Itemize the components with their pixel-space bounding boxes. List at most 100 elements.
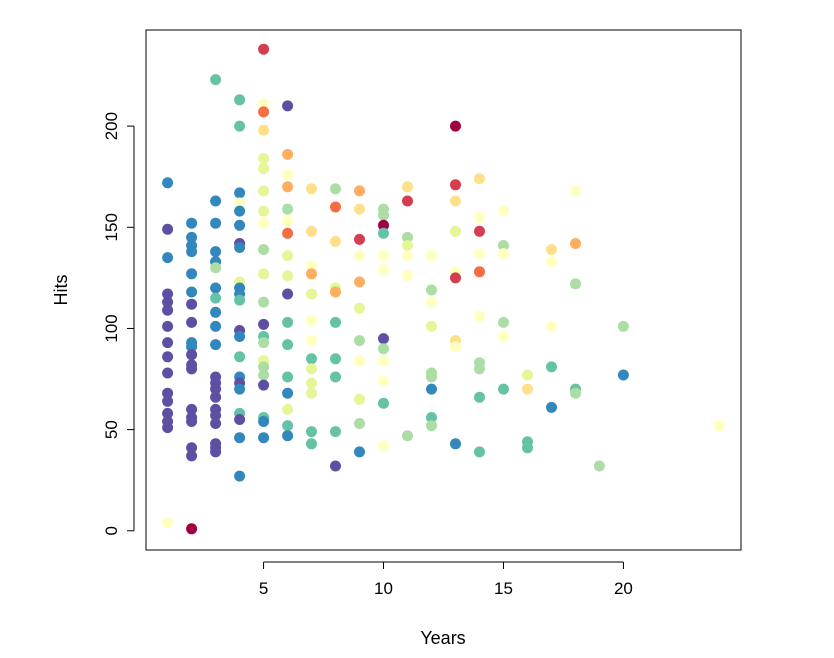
data-point-107 [282,250,294,262]
data-point-193 [474,310,485,322]
data-point-162 [378,440,389,452]
data-point-16 [186,217,198,229]
data-point-124 [306,353,317,365]
plot-frame [145,29,742,551]
data-point-56 [234,94,246,106]
data-point-37 [210,217,222,229]
data-point-126 [306,377,317,389]
data-point-8 [162,351,174,363]
points-layer [162,43,725,535]
data-point-94 [258,361,270,373]
data-point-170 [426,250,437,262]
data-point-92 [258,337,270,349]
data-point-116 [282,430,294,442]
y-tick-label-0: 0 [102,526,121,535]
data-point-155 [378,250,389,262]
y-tick-label-50: 50 [102,420,121,439]
data-point-125 [306,363,317,375]
data-point-42 [210,292,222,304]
data-point-163 [402,181,413,193]
y-tick-label-200: 200 [102,112,121,140]
data-point-129 [306,438,317,450]
data-point-148 [354,393,365,405]
data-point-213 [570,185,581,197]
data-point-153 [378,219,389,231]
data-point-48 [210,383,222,395]
data-point-86 [258,217,270,229]
data-point-214 [570,238,581,249]
data-point-190 [474,225,485,237]
data-point-189 [474,211,485,223]
data-point-141 [354,203,365,215]
data-point-29 [186,403,198,415]
data-point-217 [570,387,581,399]
y-axis: 0 50 100 150 200 [102,112,135,536]
x-tick-label-15: 15 [494,579,513,598]
data-point-192 [474,266,485,278]
y-tick-label-100: 100 [102,314,121,342]
data-point-200 [498,248,509,260]
data-point-43 [210,306,222,318]
data-point-100 [282,100,294,112]
data-point-6 [162,320,174,332]
data-point-82 [258,153,270,164]
data-point-149 [354,418,365,429]
data-point-98 [258,416,270,427]
data-point-7 [162,337,174,349]
data-point-196 [474,391,485,403]
data-point-182 [450,225,461,237]
data-point-143 [354,250,365,262]
data-point-131 [330,201,341,213]
data-point-175 [426,371,437,383]
data-point-38 [210,246,222,258]
data-point-136 [330,353,341,365]
data-point-22 [186,298,198,310]
data-point-169 [402,430,413,442]
x-tick-label-10: 10 [374,579,393,598]
data-point-135 [330,316,341,328]
data-point-128 [306,426,317,438]
data-point-0 [162,177,174,189]
data-point-140 [354,185,365,197]
data-point-77 [234,470,246,482]
data-point-36 [210,195,222,207]
data-point-60 [234,205,246,217]
data-point-21 [186,286,198,298]
data-point-154 [378,227,389,239]
data-point-87 [258,244,270,255]
data-point-79 [258,98,270,110]
data-point-109 [282,288,294,300]
data-point-34 [186,523,198,535]
data-point-142 [354,233,365,245]
data-point-181 [450,195,461,207]
data-point-106 [282,227,294,239]
data-point-221 [713,420,725,432]
data-point-158 [378,343,389,355]
x-tick-label-20: 20 [614,579,633,598]
data-point-85 [258,205,270,217]
data-point-167 [402,250,413,262]
data-point-210 [546,320,557,332]
data-point-26 [186,349,198,361]
data-point-150 [354,446,365,458]
data-point-212 [546,401,557,413]
data-point-112 [282,371,294,383]
data-point-61 [234,219,246,231]
y-tick-label-150: 150 [102,213,121,241]
data-point-208 [546,244,557,255]
data-point-188 [474,173,485,185]
data-point-199 [498,240,509,251]
data-point-3 [162,288,174,300]
data-point-28 [186,363,198,375]
data-point-90 [258,318,270,330]
data-point-23 [186,316,198,328]
data-point-219 [617,320,629,332]
data-point-123 [306,335,317,347]
data-point-111 [282,339,294,351]
data-point-186 [450,341,461,353]
data-point-14 [162,422,174,434]
data-point-104 [282,203,294,215]
data-point-81 [258,124,270,136]
data-point-1 [162,223,174,235]
data-point-12 [162,407,174,419]
